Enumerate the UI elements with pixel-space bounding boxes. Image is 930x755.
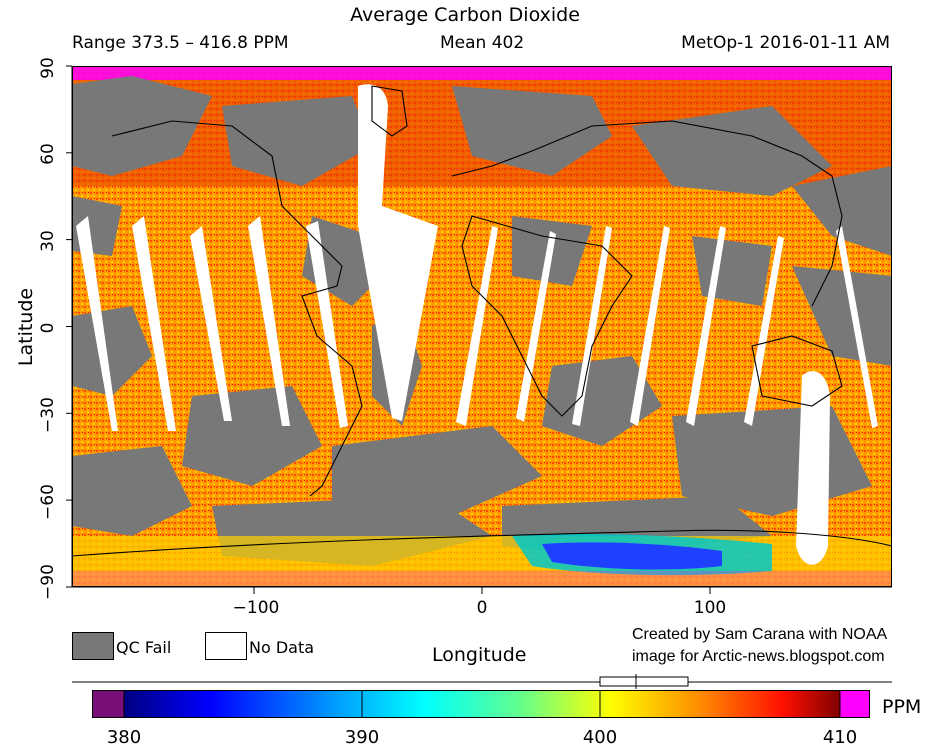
y-tick-label: −60 — [38, 484, 58, 520]
x-axis-title: Longitude — [432, 644, 527, 666]
y-tick-label: 90 — [38, 57, 58, 79]
co2-map — [72, 66, 892, 587]
y-tick-label: 0 — [38, 322, 58, 334]
mean-text: Mean 402 — [440, 33, 525, 53]
range-box — [599, 676, 689, 687]
colorbar-tick: 390 — [344, 727, 380, 748]
colorbar-unit: PPM — [882, 696, 922, 718]
colorbar-tick: 380 — [106, 727, 142, 748]
qc-fail-swatch — [72, 632, 114, 660]
coastlines — [72, 85, 892, 557]
y-tick-label: −30 — [38, 397, 58, 433]
colorbar — [92, 690, 870, 718]
y-tick-label: −90 — [38, 564, 58, 600]
range-text: Range 373.5 – 416.8 PPM — [72, 33, 289, 53]
x-tick-label: −100 — [232, 598, 280, 618]
high-value-band — [72, 66, 892, 80]
colorbar-below — [92, 690, 124, 718]
range-indicator — [72, 674, 892, 689]
x-tick-label: 0 — [476, 598, 488, 618]
low-value-patch — [542, 542, 722, 570]
axis-frame — [66, 65, 892, 594]
credit-line-1: Created by Sam Carana with NOAA — [632, 626, 888, 643]
credit-line-2: image for Arctic-news.blogspot.com — [632, 648, 885, 665]
y-axis-title: Latitude — [15, 287, 37, 367]
instrument-date-text: MetOp-1 2016-01-11 AM — [681, 33, 890, 53]
y-tick-label: 30 — [38, 230, 58, 252]
map-title: Average Carbon Dioxide — [350, 4, 580, 26]
colorbar-above — [840, 690, 870, 718]
x-tick-label: 100 — [693, 598, 727, 618]
colorbar-tick: 410 — [822, 727, 858, 748]
no-data-swatch — [205, 632, 247, 660]
colorbar-gradient — [124, 690, 840, 718]
colorbar-tick: 400 — [582, 727, 618, 748]
qc-fail-label: QC Fail — [116, 638, 172, 657]
no-data-label: No Data — [249, 638, 315, 657]
y-tick-label: 60 — [38, 143, 58, 165]
no-data-swaths — [76, 84, 878, 565]
